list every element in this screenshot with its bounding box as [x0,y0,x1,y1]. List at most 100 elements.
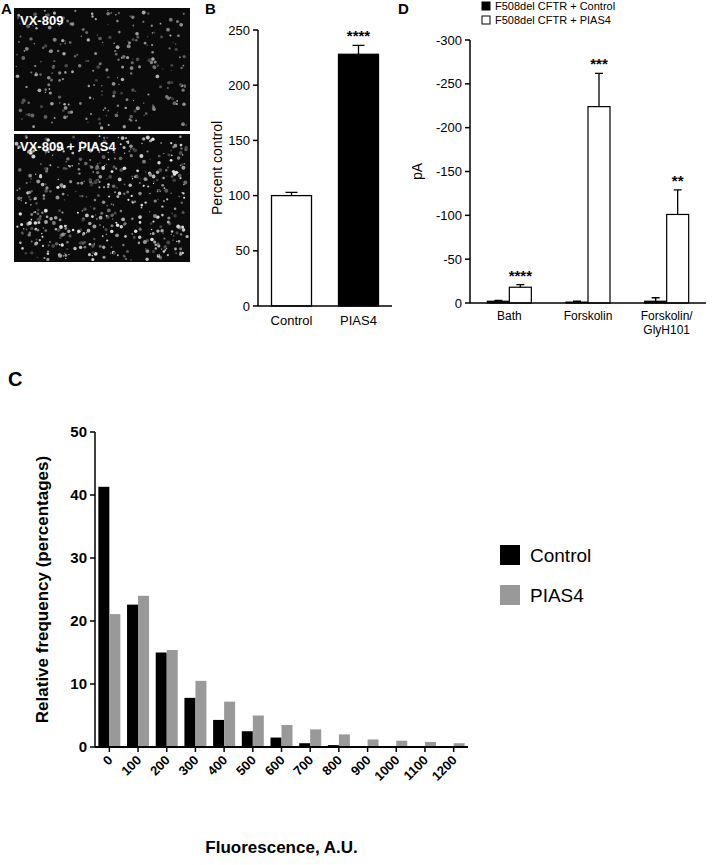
cell-speck [108,159,110,161]
cell-speck [96,218,98,220]
bar [339,54,379,306]
cell-speck [111,246,113,248]
cell-speck [44,44,47,47]
cell-speck [77,212,79,214]
cell-speck [98,117,101,120]
cell-speck [103,226,104,227]
cell-speck [136,35,139,38]
cell-speck [130,116,133,119]
cell-speck [130,154,133,157]
cell-speck [30,213,33,216]
cell-speck [184,148,187,151]
cell-speck [116,20,118,22]
cell-speck [183,85,186,88]
cell-speck [135,175,139,179]
cell-speck [84,181,85,182]
significance: ** [672,172,684,189]
cell-speck [139,182,141,184]
x-tick-label: 300 [176,753,202,779]
cell-speck [107,76,110,79]
cell-speck [162,68,163,69]
cell-speck [152,232,155,235]
cell-speck [112,82,116,86]
cell-speck [17,197,21,201]
cell-speck [151,138,154,141]
cell-speck [117,77,118,78]
cell-speck [49,49,53,53]
cell-speck [65,161,67,163]
cell-speck [163,245,167,249]
cell-speck [45,186,48,189]
cell-speck [39,73,42,76]
cell-speck [64,71,67,74]
cell-speck [123,125,126,128]
cell-speck [26,182,28,184]
x-tick-label-line: Forskolin/ [641,309,694,323]
micrograph-bg [14,8,190,131]
cell-speck [84,162,88,166]
cell-speck [138,177,139,178]
cell-speck [135,91,137,93]
cell-speck [44,220,48,224]
cell-speck [72,229,75,232]
cell-speck [165,95,169,99]
cell-speck [106,215,110,219]
y-axis-label: Relative frequency (percentages) [33,456,52,723]
cell-speck [68,234,71,237]
cell-speck [180,67,182,69]
cell-speck [87,229,91,233]
cell-speck [135,39,137,41]
cell-speck [86,196,87,197]
cell-speck [85,214,89,218]
cell-speck [112,251,115,254]
cell-speck [140,178,141,179]
y-axis-label: Percent control [209,121,225,215]
cell-speck [64,199,65,200]
cell-speck [111,224,114,227]
cell-speck [144,42,147,45]
cell-speck [23,233,24,234]
cell-speck [115,168,117,170]
cell-speck [27,113,31,117]
cell-speck [133,100,134,101]
cell-speck [162,177,165,180]
legend-swatch [482,16,490,24]
cell-speck [103,109,105,111]
cell-speck [28,102,30,104]
cell-speck [152,32,154,34]
y-tick-label: -300 [436,33,462,48]
cell-speck [132,178,133,179]
cell-speck [133,236,136,239]
cell-speck [92,171,94,173]
cell-speck [28,233,31,236]
cell-speck [124,222,127,225]
cell-speck [25,86,27,88]
y-axis [94,432,96,747]
cell-speck [182,211,185,214]
cell-speck [21,200,23,202]
bar [213,720,224,747]
cell-speck [179,251,181,253]
cell-speck [65,40,67,42]
cell-speck [58,71,61,74]
legend-label: F508del CFTR + Control [495,0,615,12]
cell-speck [69,41,72,44]
cell-speck [19,212,22,215]
cell-speck [43,197,46,200]
cell-speck [181,202,183,204]
cell-speck [88,85,90,87]
cell-speck [93,84,95,86]
bar [588,107,610,303]
bar [272,196,312,306]
cell-speck [158,254,160,256]
bar [339,734,350,747]
cell-speck [164,187,166,189]
cell-speck [35,202,37,204]
cell-speck [167,254,169,256]
cell-speck [90,113,92,115]
x-tick-label: 0 [100,753,116,769]
cell-speck [155,244,158,247]
cell-speck [161,184,164,187]
cell-speck [97,194,100,197]
cell-speck [129,15,131,17]
